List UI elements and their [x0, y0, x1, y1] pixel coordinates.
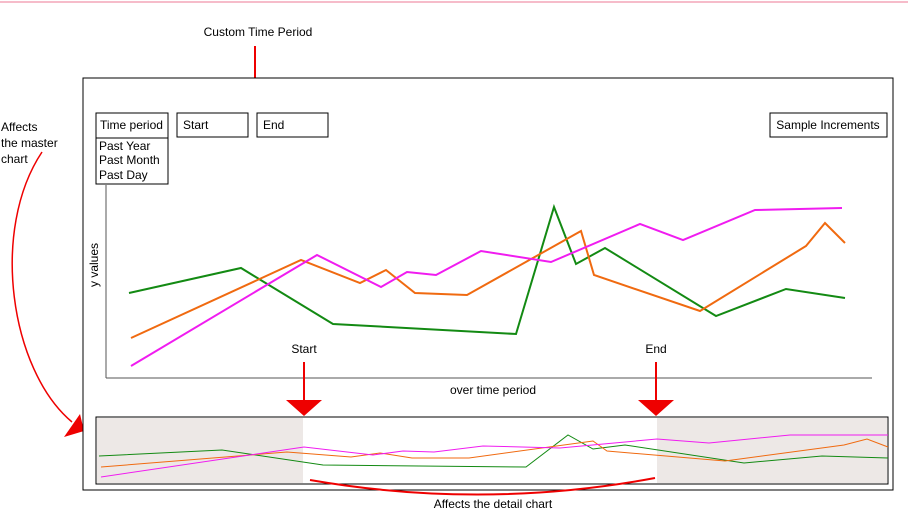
- side-note: the master: [1, 136, 58, 150]
- shade: [657, 418, 887, 483]
- curve: [309, 477, 656, 496]
- start-input[interactable]: [176, 112, 249, 138]
- marker-label: Start: [291, 342, 317, 356]
- marker-label: End: [645, 342, 666, 356]
- mini-line: [98, 434, 889, 468]
- side-note: chart: [1, 152, 28, 166]
- dropdown-list: [95, 137, 169, 185]
- option[interactable]: Past Day: [99, 168, 148, 182]
- option[interactable]: Past Month: [99, 153, 160, 167]
- arrow-head: [638, 400, 674, 416]
- button-label: Sample Increments: [776, 118, 879, 132]
- arrow-head: [286, 400, 322, 416]
- curve: [11, 151, 73, 423]
- input-label: Start: [183, 118, 209, 132]
- input-label: End: [263, 118, 284, 132]
- mini-line: [100, 434, 888, 478]
- line: [130, 207, 843, 367]
- title: Custom Time Period: [204, 25, 313, 39]
- end-input[interactable]: [256, 112, 329, 138]
- footer-note: Affects the detail chart: [434, 497, 553, 511]
- option[interactable]: Past Year: [99, 139, 150, 153]
- line: [128, 203, 846, 336]
- line: [130, 221, 846, 339]
- increments-button[interactable]: [769, 112, 888, 138]
- mini-line: [100, 438, 889, 468]
- side-note: Affects: [1, 120, 37, 134]
- x-label: over time period: [450, 383, 536, 397]
- arrow-head: [64, 414, 84, 437]
- y-label: y values: [87, 243, 101, 287]
- dropdown-label: Time period: [100, 118, 163, 132]
